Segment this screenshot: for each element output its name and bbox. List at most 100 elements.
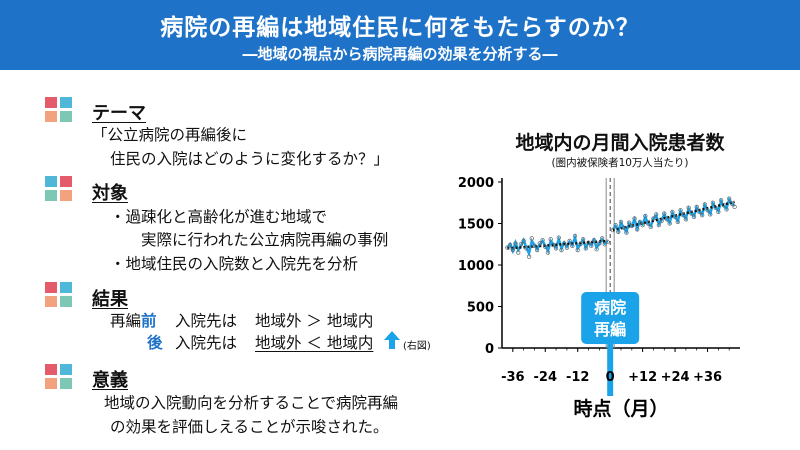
result-label: 入院先は [175, 334, 238, 352]
observed-point [697, 209, 702, 215]
observed-point [651, 216, 656, 221]
puzzle-icon [45, 364, 72, 389]
chart-title: 地域内の月間入院患者数 [515, 132, 725, 154]
target-bullet: 地域住民の入院数と入院先を分析 [110, 252, 359, 274]
observed-point [594, 247, 599, 252]
observed-point [597, 241, 602, 246]
result-after-label: 後 [147, 334, 163, 352]
observed-point [721, 203, 726, 208]
y-tick-label: 2000 [458, 176, 494, 191]
observed-point [513, 241, 518, 246]
observed-point [529, 236, 534, 241]
observed-point [686, 205, 691, 210]
observed-point [708, 212, 713, 217]
x-tick-label: 0 [606, 370, 615, 385]
target-line: 実際に行われた公立病院再編の事例 [141, 231, 389, 249]
observed-point [702, 202, 707, 207]
significance-line: の効果を評価しえることが示唆された。 [110, 418, 389, 436]
observed-point [516, 250, 521, 255]
observed-point [705, 208, 710, 213]
observed-point [505, 245, 510, 250]
observed-point [540, 237, 545, 243]
observed-point [659, 218, 664, 224]
theme-line: 住民の入院はどのように変化するか？」 [110, 150, 390, 168]
observed-point [643, 213, 648, 219]
result-value-before: 地域外 ＞ 地域内 [255, 312, 374, 330]
target-bullet: 過疎化と高齢化が進む地域で [110, 205, 328, 227]
observed-point [548, 237, 553, 242]
x-tick-label: -12 [566, 370, 590, 385]
observed-point [667, 221, 672, 226]
observed-point [699, 213, 705, 218]
observed-point [645, 221, 651, 226]
x-axis-label: 時点（月） [573, 397, 668, 420]
observed-point [543, 244, 548, 249]
x-tick-label: +36 [693, 370, 722, 385]
observed-point [532, 243, 537, 249]
observed-point [624, 230, 629, 235]
puzzle-icon [45, 176, 72, 201]
observed-point [632, 216, 637, 221]
observed-point [694, 204, 699, 210]
observed-point [681, 213, 686, 218]
observed-point [518, 242, 524, 247]
x-tick-label: +12 [628, 370, 657, 385]
observed-point [648, 224, 653, 229]
result-prefix: 再編 [110, 312, 142, 330]
observed-point [640, 223, 645, 228]
observed-point [578, 242, 583, 247]
puzzle-icon [45, 97, 72, 122]
observed-point [545, 250, 551, 255]
observed-point [689, 211, 694, 216]
observed-point [718, 198, 724, 203]
y-tick-label: 1500 [458, 218, 494, 233]
observed-point [551, 242, 556, 248]
x-tick-label: -36 [501, 370, 525, 385]
observed-point [713, 205, 718, 210]
chart-subtitle: (圏内被保険者10万人当たり) [551, 157, 689, 169]
page-subtitle: ―地域の視点から病院再編の効果を分析する― [242, 45, 558, 63]
theme-line: 「公立病院の再編後に [92, 126, 248, 144]
observed-point [683, 217, 689, 222]
annotation-label: 病院 [594, 298, 626, 317]
observed-point [564, 245, 570, 250]
fitted-line-pre [506, 233, 609, 258]
observed-point [621, 225, 626, 230]
header-banner: 病院の再編は地域住民に何をもたらすのか？ ―地域の視点から病院再編の効果を分析す… [0, 0, 800, 70]
observed-point [575, 247, 580, 253]
observed-point [626, 220, 632, 225]
trend-line-pre [507, 239, 608, 250]
result-figure-note: (右図) [403, 341, 431, 352]
observed-point [589, 243, 594, 249]
x-tick-label: -24 [534, 370, 558, 385]
observed-point [580, 237, 586, 242]
observed-point [591, 237, 597, 243]
observed-point [732, 204, 737, 210]
observed-point [716, 209, 721, 215]
y-tick-label: 0 [485, 342, 494, 357]
observed-point [586, 240, 591, 245]
up-arrow-icon [384, 331, 400, 349]
observed-point [618, 219, 624, 224]
target-heading: 対象 [92, 183, 128, 204]
y-tick-label: 500 [467, 301, 494, 316]
annotation-arrow [603, 330, 618, 396]
observed-point [729, 201, 735, 206]
observed-point [521, 238, 526, 244]
theme-heading: テーマ [92, 103, 146, 124]
observed-point [727, 196, 732, 201]
observed-point [583, 246, 588, 251]
observed-point [662, 211, 667, 216]
result-label: 入院先は [175, 312, 238, 330]
observed-point [507, 242, 513, 248]
observed-point [559, 247, 564, 253]
observed-point [510, 247, 515, 253]
observed-point [675, 219, 680, 224]
significance-heading: 意義 [92, 370, 128, 391]
result-heading: 結果 [92, 289, 128, 310]
observed-point [691, 214, 697, 220]
observed-point [635, 227, 640, 232]
observed-point [572, 233, 578, 239]
observed-point [629, 223, 634, 229]
observed-point [537, 241, 543, 246]
